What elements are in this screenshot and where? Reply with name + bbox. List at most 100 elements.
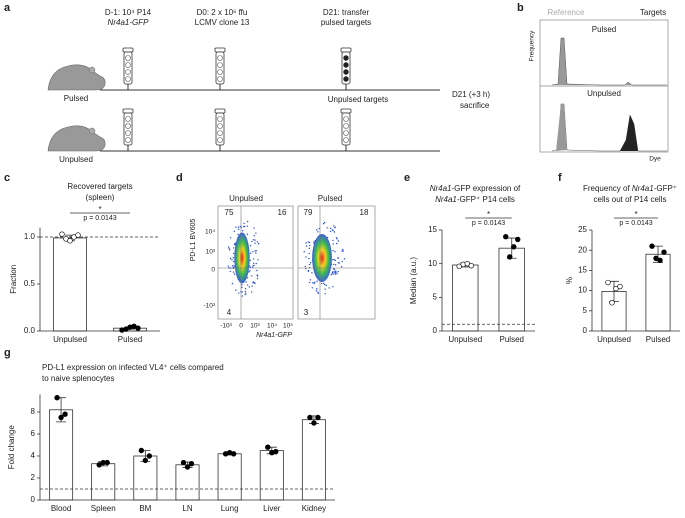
event-dot: [253, 234, 255, 237]
event-dot: [305, 242, 307, 244]
tick-label: 10³: [250, 323, 260, 330]
group-label: Pulsed: [64, 94, 88, 103]
event-dot: [250, 252, 252, 255]
y-tick-label: 15: [428, 225, 437, 234]
event-dot: [322, 223, 325, 225]
significance-mark: *: [634, 210, 637, 219]
event-dot: [316, 229, 318, 231]
event-dot: [233, 243, 236, 245]
event-dot: [340, 266, 343, 268]
event-dot: [326, 227, 328, 229]
event-dot: [255, 262, 257, 265]
event-dot: [251, 285, 253, 287]
event-dot: [316, 288, 318, 290]
quadrant-value: 75: [225, 208, 234, 217]
data-point: [605, 279, 611, 286]
x-tick-label: BM: [139, 504, 151, 513]
row-label: Unpulsed: [587, 89, 621, 98]
event-dot: [308, 241, 311, 244]
tick-label: 10³: [206, 249, 216, 256]
event-dot: [334, 273, 337, 275]
panel-label: b: [517, 2, 524, 14]
tick-label: -10³: [220, 323, 232, 330]
event-dot: [333, 231, 336, 233]
panel-label: a: [4, 2, 11, 14]
event-dot: [334, 272, 336, 274]
event-dot: [334, 226, 336, 229]
bar: [91, 463, 116, 501]
panel-b: Reference Targets Pulsed Unpulsed Freque…: [529, 8, 669, 163]
data-point: [503, 234, 509, 240]
syringe: [340, 108, 352, 152]
bar: [259, 450, 284, 501]
tick-label: 10⁴: [267, 323, 277, 330]
y-axis-label: Fraction: [9, 265, 18, 294]
event-dot: [309, 244, 311, 247]
event-dot: [255, 232, 257, 234]
data-point: [649, 243, 655, 249]
event-dot: [317, 292, 319, 295]
chart-title: Nr4a1-GFP expression of: [430, 184, 521, 193]
significance-mark: *: [487, 210, 490, 219]
histogram-fill: [556, 104, 567, 151]
data-point: [62, 411, 68, 417]
group-label: Unpulsed: [59, 155, 93, 164]
data-point: [617, 283, 623, 290]
event-dot: [233, 260, 235, 263]
data-point: [75, 232, 81, 238]
y-tick-label: 0: [583, 326, 588, 335]
event-dot: [332, 239, 334, 242]
event-dot: [238, 292, 240, 294]
event-dot: [231, 259, 233, 261]
chart-title: to naive splenocytes: [42, 374, 115, 383]
event-dot: [244, 290, 247, 293]
event-dot: [332, 271, 334, 273]
event-dot: [231, 265, 234, 267]
x-tick-label: Liver: [263, 504, 281, 513]
data-point: [138, 447, 145, 454]
bar: [217, 453, 242, 501]
event-dot: [254, 239, 256, 241]
panel-label: f: [558, 172, 562, 184]
event-dot: [257, 259, 259, 261]
event-dot: [328, 287, 331, 289]
data-point: [59, 231, 65, 237]
event-dot: [337, 270, 339, 273]
data-point: [661, 249, 667, 255]
x-tick-label: Pulsed: [118, 335, 142, 344]
data-point: [515, 236, 521, 243]
event-dot: [333, 258, 335, 261]
bar: [645, 253, 671, 332]
event-dot: [313, 241, 315, 243]
quadrant-value: 18: [360, 208, 369, 217]
event-dot: [228, 248, 230, 250]
data-point: [184, 464, 191, 470]
event-dot: [254, 282, 256, 285]
event-dot: [317, 231, 319, 233]
event-dot: [235, 289, 237, 291]
end-text: sacrifice: [460, 101, 490, 110]
event-dot: [248, 286, 250, 288]
event-dot: [336, 273, 338, 275]
event-dot: [232, 247, 235, 249]
charts: Recovered targets (spleen) 0.0 0.5 1.0 Fracti…: [7, 182, 680, 513]
event-dot: [303, 251, 305, 253]
chart-title: PD-L1 expression on infected VL4⁺ cells …: [42, 363, 224, 372]
event-dot: [311, 287, 314, 289]
event-dot: [246, 220, 249, 223]
event-dot: [256, 274, 259, 276]
event-dot: [252, 281, 254, 283]
chart-title: Frequency of Nr4a1-GFP⁺: [583, 184, 677, 193]
syringe: [214, 108, 226, 152]
axis-label: Dye: [649, 156, 661, 163]
event-dot: [308, 281, 311, 284]
event-dot: [308, 263, 311, 266]
event-dot: [333, 225, 335, 227]
event-dot: [251, 240, 253, 243]
event-dot: [312, 282, 314, 284]
event-dot: [334, 250, 336, 253]
column-head: Unpulsed: [229, 194, 263, 203]
y-axis-label: %: [565, 277, 574, 284]
event-dot: [246, 277, 249, 279]
event-dot: [331, 272, 333, 275]
